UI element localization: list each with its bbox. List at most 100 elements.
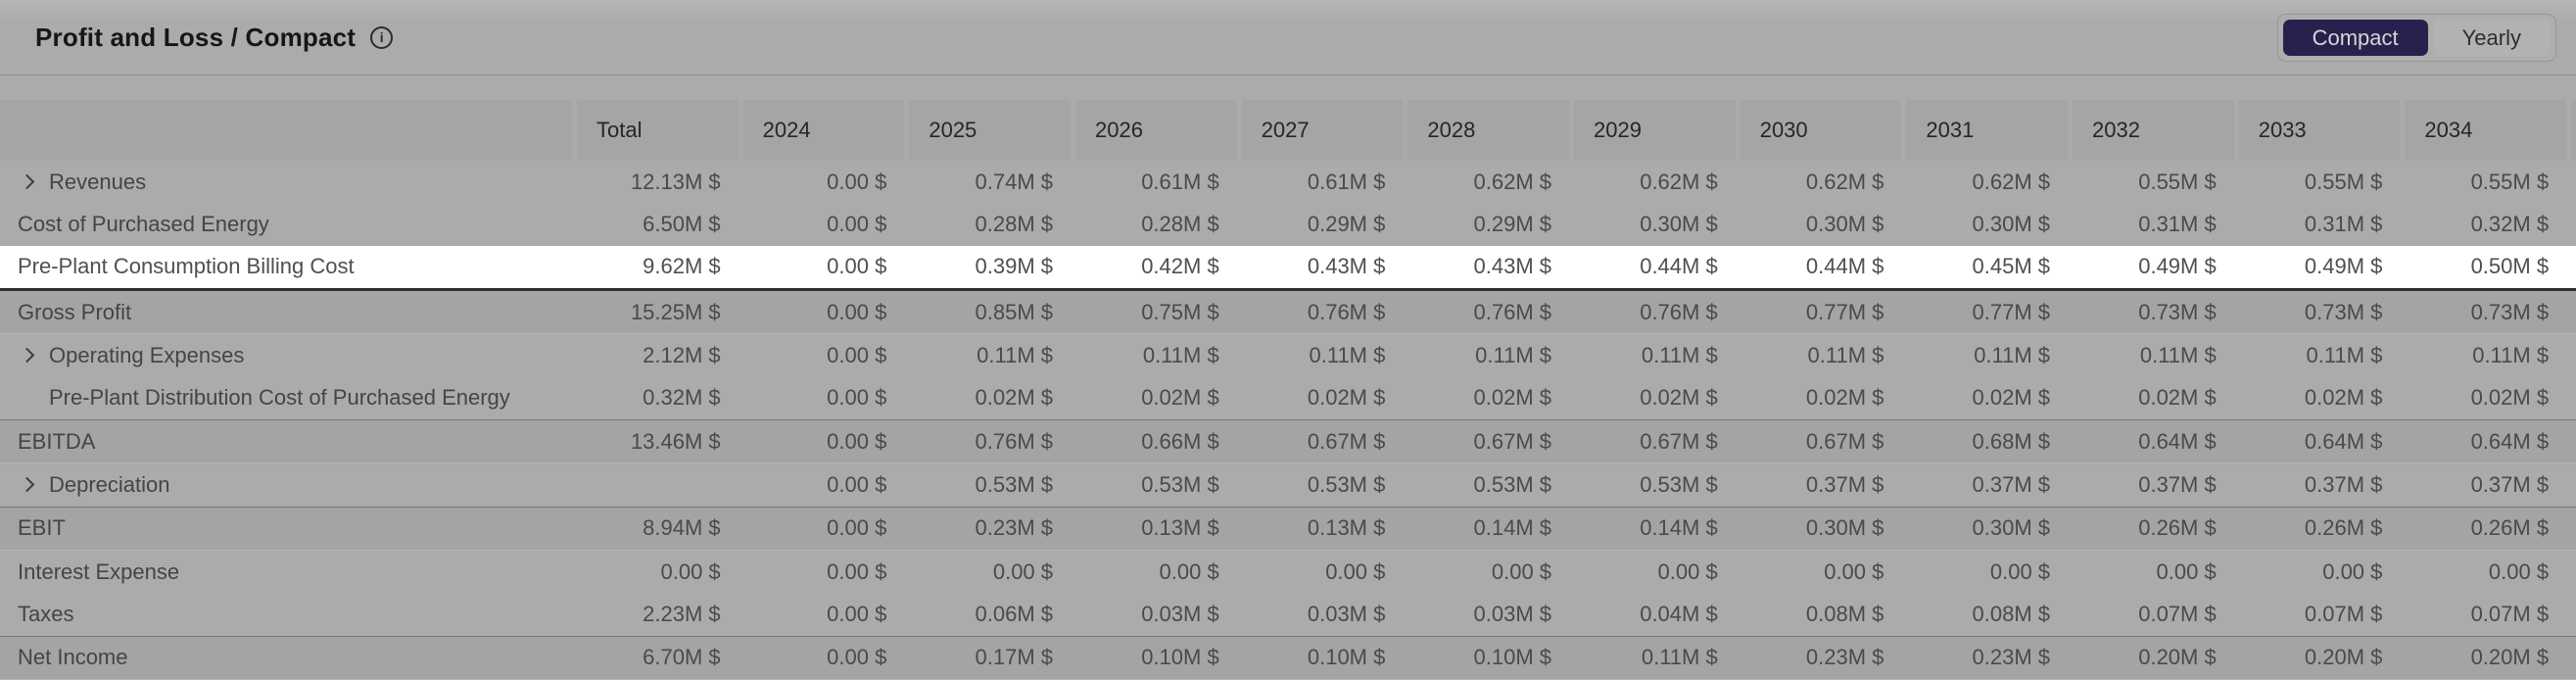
value-cell: 0.00 $ <box>992 559 1054 584</box>
value-cell: 0.00 $ <box>827 515 887 541</box>
table-row[interactable]: Operating Expenses 2.12M $ 0.00 $ 0.11M $ 0.… <box>0 334 2576 376</box>
value-cell: 0.53M $ <box>1473 471 1552 497</box>
value-cell: 0.13M $ <box>1307 515 1386 541</box>
value-cell: 0.67M $ <box>1640 428 1718 454</box>
value-cell: 0.28M $ <box>1141 211 1219 236</box>
table-row: Net Income 6.70M $ 0.00 $ 0.17M $ 0.10M $ 0.1… <box>0 635 2576 680</box>
value-cell: 0.00 $ <box>2156 559 2217 584</box>
value-cell: 0.20M $ <box>2470 645 2550 670</box>
value-cell: 0.55M $ <box>2138 169 2217 194</box>
column-header: 2027 <box>1241 100 1404 161</box>
toggle-option-compact[interactable]: Compact <box>2282 19 2428 56</box>
value-cell: 0.00 $ <box>827 169 887 194</box>
value-cell: 6.70M $ <box>643 645 721 670</box>
toggle-option-yearly[interactable]: Yearly <box>2432 19 2551 56</box>
row-label-cell: Pre-Plant Consumption Billing Cost <box>0 254 572 279</box>
value-cell: 0.14M $ <box>1473 515 1552 541</box>
value-cell: 0.11M $ <box>2139 342 2217 367</box>
row-label: Pre-Plant Consumption Billing Cost <box>18 254 355 279</box>
row-label: Pre-Plant Distribution Cost of Purchased… <box>49 385 510 411</box>
chevron-right-icon[interactable] <box>19 348 35 364</box>
value-cell: 0.32M $ <box>2470 211 2550 236</box>
value-cell: 0.77M $ <box>1805 299 1884 324</box>
value-cell: 0.55M $ <box>2470 169 2550 194</box>
value-cell: 0.37M $ <box>1805 471 1884 497</box>
value-cell: 0.39M $ <box>975 254 1054 279</box>
row-label-cell: Operating Expenses <box>0 343 572 368</box>
table-row: Cost of Purchased Energy 6.50M $ 0.00 $ 0.2… <box>0 203 2576 245</box>
value-cell: 0.02M $ <box>2138 385 2217 411</box>
value-cell: 6.50M $ <box>643 211 721 236</box>
value-cell: 0.45M $ <box>1972 254 2051 279</box>
value-cell: 0.00 $ <box>1159 559 1219 584</box>
value-cell: 0.00 $ <box>827 299 887 324</box>
value-cell: 0.02M $ <box>1805 385 1884 411</box>
value-cell: 0.26M $ <box>2470 515 2550 541</box>
chevron-right-icon[interactable] <box>19 173 35 190</box>
value-cell: 15.25M $ <box>630 299 721 324</box>
value-cell: 0.03M $ <box>1307 601 1386 626</box>
table-row: Taxes 2.23M $ 0.00 $ 0.06M $ 0.03M $ 0.03M $ 0… <box>0 593 2576 635</box>
value-cell: 0.04M $ <box>1640 601 1718 626</box>
view-toggle: Compact Yearly <box>2276 13 2556 62</box>
value-cell: 0.32M $ <box>643 385 721 411</box>
row-label: Revenues <box>49 169 147 194</box>
row-label: Net Income <box>18 645 128 670</box>
chevron-right-icon[interactable] <box>19 477 35 493</box>
table-row: EBITDA 13.46M $ 0.00 $ 0.76M $ 0.66M $ 0.67M … <box>0 418 2576 464</box>
column-header: Total <box>577 100 739 161</box>
column-header: 2030 <box>1740 100 1902 161</box>
value-cell: 0.62M $ <box>1972 169 2051 194</box>
value-cell: 0.00 $ <box>1325 559 1386 584</box>
value-cell: 0.00 $ <box>827 342 887 367</box>
value-cell: 0.75M $ <box>1141 299 1219 324</box>
value-cell: 0.23M $ <box>975 515 1054 541</box>
value-cell: 0.14M $ <box>1640 515 1718 541</box>
value-cell: 0.37M $ <box>1972 471 2051 497</box>
column-header: 2031 <box>1906 100 2069 161</box>
value-cell: 0.02M $ <box>1473 385 1552 411</box>
value-cell: 0.11M $ <box>1309 342 1386 367</box>
value-cell: 0.67M $ <box>1473 428 1552 454</box>
table-row: Interest Expense 0.00 $ 0.00 $ 0.00 $ 0.00 $… <box>0 551 2576 593</box>
table-row: Gross Profit 15.25M $ 0.00 $ 0.85M $ 0.75M $… <box>0 290 2576 335</box>
value-cell: 0.77M $ <box>1972 299 2051 324</box>
column-header: 2025 <box>909 100 1072 161</box>
value-cell: 0.20M $ <box>2304 645 2383 670</box>
value-cell: 0.76M $ <box>1307 299 1386 324</box>
value-cell: 0.44M $ <box>1805 254 1884 279</box>
value-cell: 0.26M $ <box>2138 515 2217 541</box>
value-cell: 0.29M $ <box>1473 211 1552 236</box>
value-cell: 0.73M $ <box>2470 299 2550 324</box>
table-row: Pre-Plant Distribution Cost of Purchased… <box>0 377 2576 419</box>
column-header: 2026 <box>1075 100 1237 161</box>
value-cell: 0.11M $ <box>1974 342 2051 367</box>
value-cell: 0.00 $ <box>827 428 887 454</box>
info-icon[interactable]: i <box>370 25 394 49</box>
page-title: Profit and Loss / Compact <box>35 22 357 52</box>
value-cell: 0.00 $ <box>2322 559 2383 584</box>
column-header: 2029 <box>1574 100 1736 161</box>
value-cell: 2.12M $ <box>643 342 721 367</box>
value-cell: 0.64M $ <box>2138 428 2217 454</box>
value-cell: 0.53M $ <box>1141 471 1219 497</box>
row-label-cell: Pre-Plant Distribution Cost of Purchased… <box>0 385 572 411</box>
value-cell: 0.07M $ <box>2304 601 2383 626</box>
value-cell: 0.00 $ <box>827 559 887 584</box>
value-cell: 0.76M $ <box>1473 299 1552 324</box>
value-cell: 0.00 $ <box>827 645 887 670</box>
value-cell: 0.00 $ <box>1824 559 1884 584</box>
column-header: 2024 <box>742 100 905 161</box>
value-cell: 0.49M $ <box>2304 254 2383 279</box>
value-cell: 9.62M $ <box>643 254 721 279</box>
table-row[interactable]: Revenues 12.13M $ 0.00 $ 0.74M $ 0.61M $ 0.61… <box>0 161 2576 203</box>
value-cell: 0.11M $ <box>2306 342 2383 367</box>
table-row: EBIT 8.94M $ 0.00 $ 0.23M $ 0.13M $ 0.13M $ 0.… <box>0 506 2576 551</box>
row-label-cell: Gross Profit <box>0 300 572 325</box>
value-cell: 0.00 $ <box>1657 559 1718 584</box>
value-cell: 0.11M $ <box>1142 342 1219 367</box>
value-cell: 0.23M $ <box>1805 645 1884 670</box>
value-cell: 0.08M $ <box>1805 601 1884 626</box>
table-row[interactable]: Depreciation 0.00 $ 0.53M $ 0.53M $ 0.53M $ 0… <box>0 463 2576 506</box>
value-cell: 0.37M $ <box>2470 471 2550 497</box>
